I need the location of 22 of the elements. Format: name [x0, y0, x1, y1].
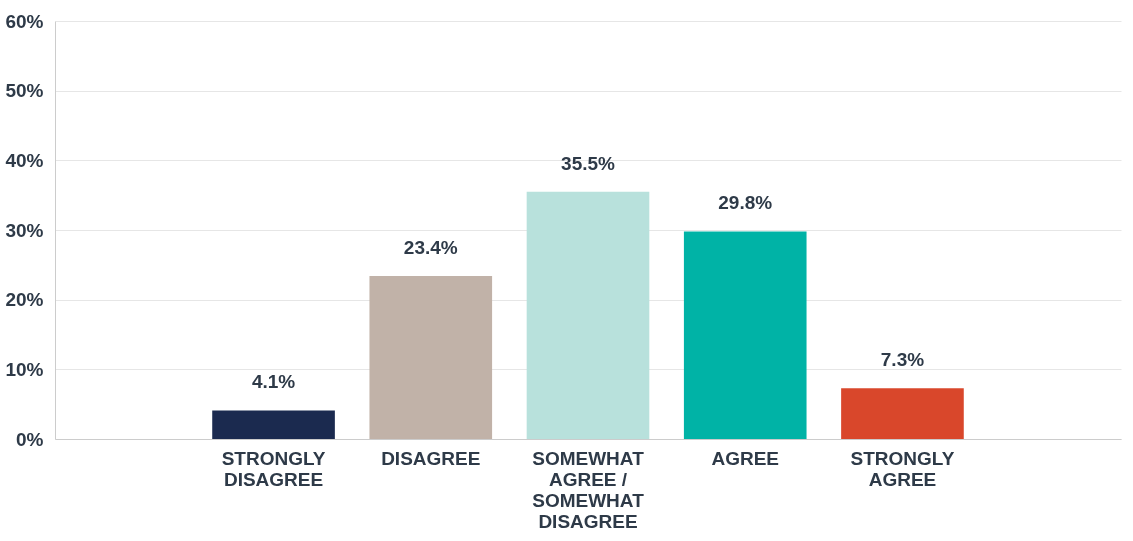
y-tick-label: 50% — [5, 80, 44, 102]
y-tick-label: 60% — [5, 10, 44, 32]
bar — [683, 231, 807, 439]
data-label: 4.1% — [251, 371, 296, 393]
data-label: 29.8% — [718, 192, 773, 214]
data-label: 35.5% — [561, 152, 616, 174]
y-tick-label: 30% — [5, 219, 44, 241]
y-tick-label: 0% — [16, 428, 44, 450]
y-tick-label: 40% — [5, 149, 44, 171]
x-tick-label: STRONGLY AGREE — [850, 447, 955, 490]
x-tick-label: AGREE — [711, 447, 780, 469]
x-tick-label: SOMEWHAT AGREE / SOMEWHAT DISAGREE — [532, 447, 645, 532]
y-tick-label: 20% — [5, 289, 44, 311]
data-label: 7.3% — [880, 349, 925, 371]
bar — [526, 191, 650, 439]
data-label: 23.4% — [403, 236, 458, 258]
x-tick-label: DISAGREE — [381, 447, 481, 469]
x-tick-label: STRONGLY DISAGREE — [221, 447, 326, 490]
bar — [369, 275, 493, 439]
y-tick-label: 10% — [5, 358, 44, 380]
bar — [841, 388, 964, 439]
bar — [212, 410, 335, 439]
